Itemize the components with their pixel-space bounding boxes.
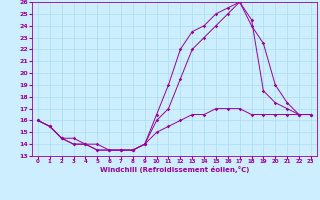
- X-axis label: Windchill (Refroidissement éolien,°C): Windchill (Refroidissement éolien,°C): [100, 166, 249, 173]
